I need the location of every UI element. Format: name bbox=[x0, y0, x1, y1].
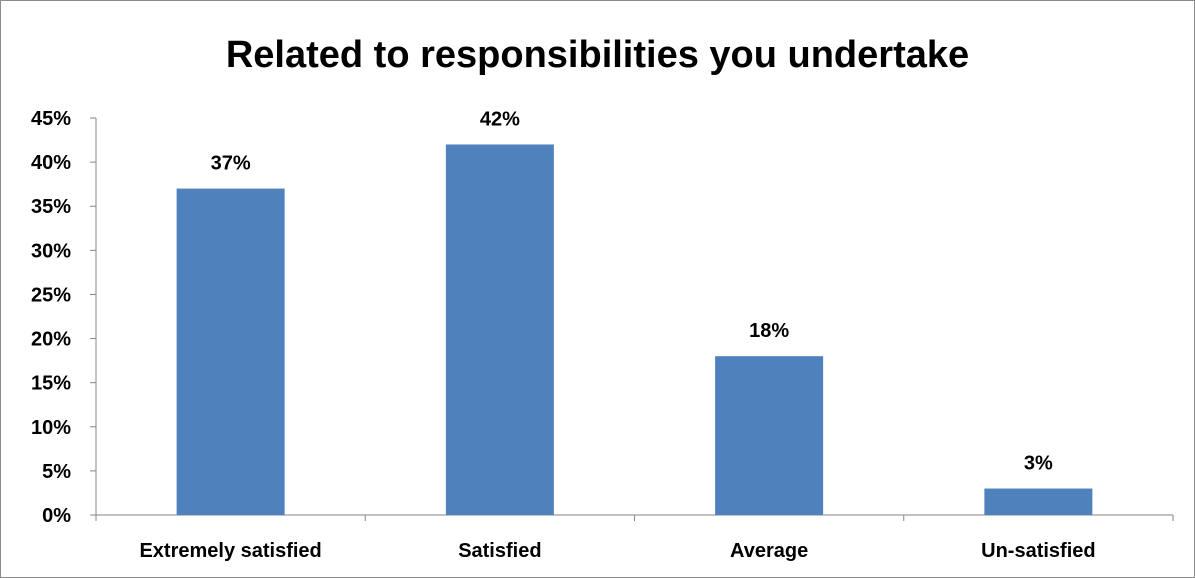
data-label: 37% bbox=[211, 153, 251, 175]
y-tick-label: 35% bbox=[31, 196, 71, 218]
x-category-label: Un-satisfied bbox=[981, 540, 1095, 562]
data-label: 42% bbox=[480, 108, 520, 130]
y-tick-label: 25% bbox=[31, 284, 71, 306]
bar-satisfied bbox=[446, 144, 554, 515]
y-tick-label: 0% bbox=[42, 505, 71, 527]
x-category-label: Extremely satisfied bbox=[139, 540, 321, 562]
y-tick-label: 15% bbox=[31, 373, 71, 395]
y-tick-label: 5% bbox=[42, 461, 71, 483]
bar-average bbox=[715, 356, 823, 515]
data-label: 18% bbox=[749, 320, 789, 342]
y-tick-label: 10% bbox=[31, 417, 71, 439]
y-tick-label: 20% bbox=[31, 329, 71, 351]
y-tick-label: 30% bbox=[31, 240, 71, 262]
data-label: 3% bbox=[1024, 453, 1053, 475]
y-tick-label: 40% bbox=[31, 152, 71, 174]
x-category-label: Satisfied bbox=[458, 540, 541, 562]
x-category-label: Average bbox=[730, 540, 808, 562]
y-tick-label: 45% bbox=[31, 108, 71, 130]
bar-un-satisfied bbox=[984, 489, 1092, 515]
bar-extremely-satisfied bbox=[177, 189, 285, 515]
